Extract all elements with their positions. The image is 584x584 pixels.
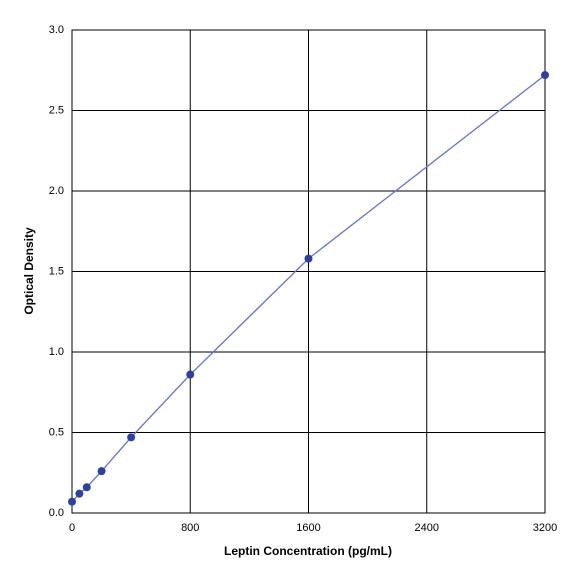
x-tick-label: 0 <box>69 522 75 534</box>
x-tick-label: 1600 <box>296 522 320 534</box>
x-tick-label: 3200 <box>533 522 557 534</box>
data-point <box>127 433 136 442</box>
data-point <box>186 370 195 379</box>
data-point <box>541 71 549 80</box>
y-tick-label: 1.5 <box>49 265 64 277</box>
y-tick-label: 3.0 <box>49 24 64 36</box>
y-tick-label: 2.5 <box>49 104 64 116</box>
data-point <box>97 467 106 476</box>
x-tick-label: 2400 <box>415 522 439 534</box>
y-tick-label: 0.5 <box>49 426 64 438</box>
y-tick-label: 1.0 <box>49 346 64 358</box>
data-point <box>75 489 84 498</box>
y-axis-title: Optical Density <box>22 227 36 315</box>
data-point <box>304 254 313 263</box>
y-tick-label: 2.0 <box>49 185 64 197</box>
x-axis-title: Leptin Concentration (pg/mL) <box>224 544 392 558</box>
x-tick-label: 800 <box>181 522 199 534</box>
y-tick-label: 0.0 <box>49 507 64 519</box>
data-point <box>68 497 76 506</box>
plot-frame <box>71 29 546 514</box>
data-point <box>82 483 91 492</box>
